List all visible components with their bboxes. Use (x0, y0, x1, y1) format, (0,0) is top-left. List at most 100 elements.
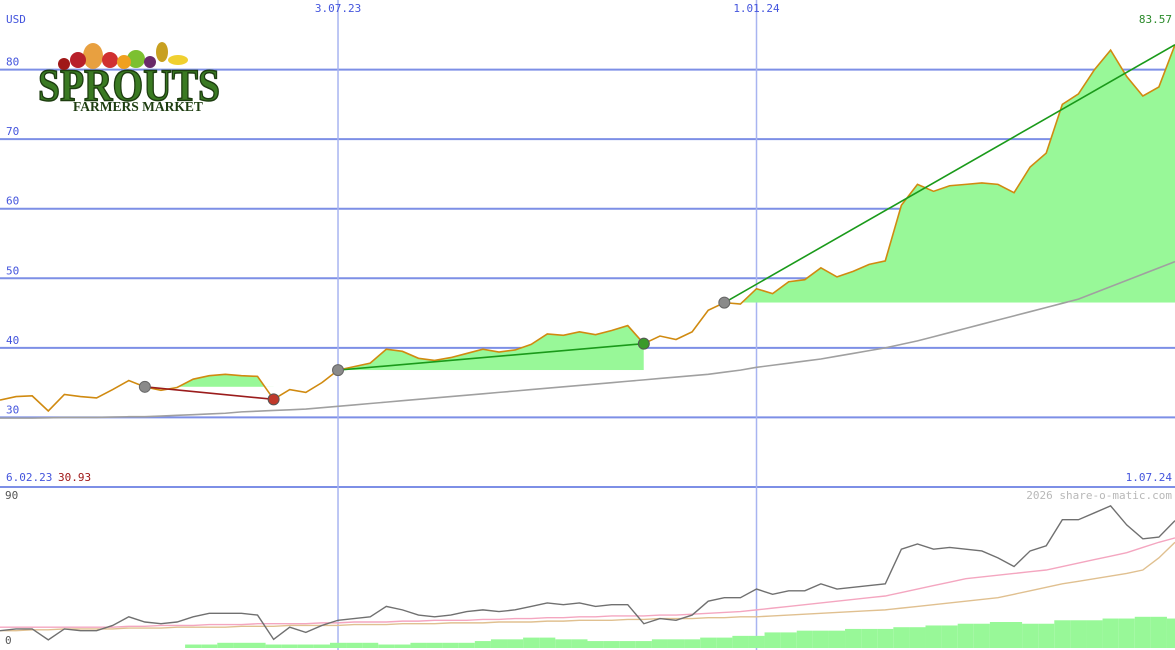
volume-bar (1150, 616, 1167, 648)
volume-bar (684, 639, 701, 648)
volume-bar (297, 644, 314, 648)
y-tick-label: 50 (6, 264, 19, 277)
volume-bar (909, 627, 926, 648)
x-tick-label: 6.02.23 (6, 471, 52, 484)
volume-bar (796, 630, 813, 648)
volume-bar (281, 644, 298, 648)
volume-bar (378, 644, 395, 648)
volume-bar (1086, 620, 1103, 648)
signal-end-marker (267, 393, 280, 406)
volume-bar (619, 641, 636, 648)
volume-bar (410, 642, 427, 648)
volume-bar (1070, 620, 1087, 648)
trend-line (144, 386, 274, 401)
volume-bar (249, 642, 266, 648)
volume-bar (764, 632, 781, 648)
volume-bar (651, 639, 668, 648)
logo-fruit (70, 52, 86, 68)
logo-fruit (83, 43, 103, 69)
signal-start-marker (332, 364, 345, 377)
y-tick-label: 0 (5, 634, 12, 647)
volume-bar (1022, 623, 1039, 648)
volume-bar (716, 637, 733, 648)
volume-bar (185, 644, 202, 648)
volume-bar (780, 632, 797, 648)
volume-bar (523, 637, 540, 648)
line-series (0, 537, 1175, 628)
volume-bar (603, 641, 620, 648)
volume-bar (893, 627, 910, 648)
logo-fruit (117, 55, 131, 69)
volume-bar (362, 642, 379, 648)
volume-bar (201, 644, 218, 648)
volume-bar (394, 644, 411, 648)
volume-bar (1166, 618, 1175, 648)
volume-bar (812, 630, 829, 648)
volume-bar (957, 623, 974, 648)
volume-bar (442, 642, 459, 648)
y-tick-label: 90 (5, 489, 18, 502)
x-tick-label: 3.07.23 (315, 2, 361, 15)
volume-bar (700, 637, 717, 648)
logo: SPROUTS FARMERS MARKET (37, 42, 221, 114)
y-tick-label: 40 (6, 334, 19, 347)
volume-bar (973, 623, 990, 648)
volume-bar (571, 639, 588, 648)
signal-area (144, 374, 274, 387)
volume-bar (845, 628, 862, 648)
volume-bar (1118, 618, 1135, 648)
volume-bar (925, 625, 942, 648)
logo-fruit (127, 50, 145, 68)
logo-tagline: FARMERS MARKET (73, 99, 203, 114)
volume-bar (555, 639, 572, 648)
low-price: 30.93 (58, 471, 91, 484)
volume-bar (217, 642, 234, 648)
watermark: 2026 share-o-matic.com (1026, 489, 1172, 502)
volume-bar (329, 642, 347, 648)
y-tick-label: 30 (6, 403, 19, 416)
y-tick-label: 60 (6, 195, 19, 208)
y-tick-label: 70 (6, 125, 19, 138)
volume-bar (941, 625, 958, 648)
volume-bar (1134, 616, 1151, 648)
volume-bar (877, 628, 894, 648)
volume-bar (474, 641, 491, 648)
volume-bar (989, 622, 1006, 648)
logo-fruit (58, 58, 70, 70)
volume-bar (587, 641, 604, 648)
line-series (0, 44, 1175, 413)
logo-fruit (144, 56, 156, 68)
volume-bar (539, 637, 556, 648)
volume-bar (507, 639, 524, 648)
volume-bar (828, 630, 846, 648)
volume-bar (313, 644, 330, 648)
logo-fruit (156, 42, 168, 62)
volume-bar (732, 635, 749, 648)
signal-start-marker (138, 380, 151, 393)
signal-area (338, 325, 644, 371)
volume-bar (346, 642, 363, 648)
line-series (0, 541, 1175, 632)
volume-bar (490, 639, 508, 648)
trend-line (337, 342, 644, 371)
volume-bar (635, 641, 652, 648)
volume-bar (426, 642, 443, 648)
volume-bar (265, 644, 282, 648)
logo-fruit (168, 55, 188, 65)
logo-name: SPROUTS (38, 60, 220, 111)
volume-bar (1038, 623, 1055, 648)
signal-start-marker (718, 296, 731, 309)
x-tick-label: 1.07.24 (1126, 471, 1173, 484)
signal-end-marker (637, 337, 650, 350)
last-price: 83.57 (1139, 13, 1172, 26)
volume-bar (1005, 622, 1023, 648)
volume-bar (861, 628, 878, 648)
logo-fruit (102, 52, 118, 68)
trend-line (723, 44, 1175, 304)
line-series (0, 260, 1175, 419)
volume-bar (1054, 620, 1071, 648)
volume-bar (1102, 618, 1119, 648)
volume-bar (748, 635, 765, 648)
line-series (0, 505, 1175, 641)
